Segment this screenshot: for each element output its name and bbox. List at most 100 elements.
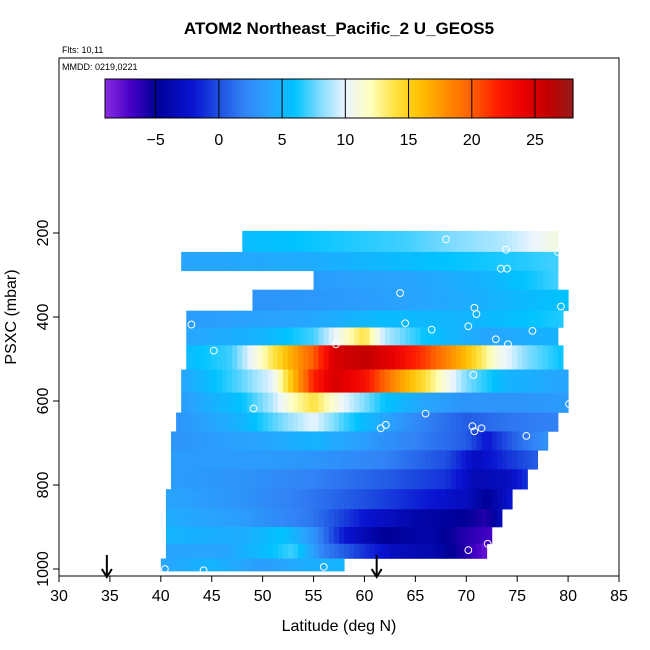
colorbar-cell [412,79,416,118]
heatmap-cell [308,450,315,470]
colorbar-cell [172,79,176,118]
heatmap-cell [507,392,513,413]
heatmap-cell [313,310,320,328]
heatmap-cell [522,450,528,470]
heatmap-cell [227,392,233,413]
heatmap-cell [298,369,304,393]
heatmap-cell [369,230,376,253]
colorbar-cell [546,79,551,118]
heatmap-cell [384,251,391,272]
heatmap-cell [267,543,274,559]
heatmap-cell [237,327,243,346]
heatmap-cell [359,450,365,470]
heatmap-cell [221,543,228,559]
heatmap-cell [181,509,187,528]
colorbar-cell [233,79,238,118]
heatmap-cell [247,543,253,559]
heatmap-cell [501,345,508,370]
heatmap-cell [206,392,213,413]
heatmap-cell [359,345,365,370]
heatmap-cell [425,543,432,559]
heatmap-cell [440,310,447,328]
heatmap-cell [461,310,467,328]
heatmap-cell [547,369,554,393]
heatmap-cell [420,392,427,413]
x-tick-label: 60 [356,588,374,605]
heatmap-cell [211,431,218,451]
heatmap-cell [211,412,218,432]
heatmap-cell [395,543,401,559]
heatmap-cell [517,289,523,311]
heatmap-cell [333,289,340,311]
heatmap-cell [232,558,238,572]
heatmap-cell [354,251,360,272]
heatmap-cell [288,230,294,253]
colorbar-cell [283,79,287,118]
heatmap-cell [201,431,208,451]
heatmap-cell [211,450,218,470]
heatmap-cell [476,392,483,413]
heatmap-cell [547,289,554,311]
heatmap-cell [451,392,457,413]
heatmap-cell [191,392,197,413]
heatmap-cell [486,310,493,328]
heatmap-cell [232,450,238,470]
heatmap-cell [435,543,442,559]
heatmap-cell [206,412,213,432]
heatmap-cell [354,270,360,290]
heatmap-cell [211,527,218,545]
heatmap-cell [532,251,539,272]
heatmap-cell [247,345,253,370]
heatmap-cell [395,469,401,490]
heatmap-cell [395,431,401,451]
heatmap-cell [369,431,376,451]
colorbar-cell [543,79,548,118]
heatmap-cell [196,310,203,328]
colorbar-cell [113,79,118,118]
colorbar-cell [558,79,562,118]
heatmap-cell [405,527,411,545]
heatmap-cell [466,392,472,413]
heatmap-cell [283,431,289,451]
heatmap-cell [532,369,539,393]
heatmap-cell [242,327,248,346]
heatmap-cell [201,310,208,328]
heatmap-cell [221,450,228,470]
heatmap-cell [354,543,360,559]
heatmap-cell [323,369,330,393]
heatmap-cell [395,392,401,413]
heatmap-cell [435,469,442,490]
colorbar-cell [450,79,454,118]
heatmap-cell [420,327,427,346]
heatmap-cell [272,230,279,253]
heatmap-cell [369,251,376,272]
heatmap-cell [456,469,462,490]
colorbar-cell [274,79,279,118]
heatmap-cell [349,251,355,272]
colorbar-cell [254,79,258,118]
heatmap-cell [181,558,187,572]
heatmap-cell [379,469,386,490]
heatmap-cell [283,230,289,253]
heatmap-cell [374,270,381,290]
colorbar-cell [365,79,369,118]
heatmap-cell [252,450,259,470]
heatmap-cell [405,327,411,346]
heatmap-cell [557,345,564,370]
heatmap-cell [272,450,279,470]
y-tick-label: 600 [35,388,52,415]
heatmap-cell [435,527,442,545]
heatmap-cell [369,289,376,311]
heatmap-cell [277,489,284,510]
heatmap-cell [445,392,452,413]
heatmap-cell [247,450,253,470]
heatmap-cell [527,251,533,272]
heatmap-cell [201,469,208,490]
heatmap-cell [323,543,330,559]
heatmap-cell [522,431,528,451]
colorbar-cell [163,79,168,118]
heatmap-cell [415,509,421,528]
heatmap-cell [216,543,223,559]
heatmap-cell [476,543,483,559]
heatmap-cell [313,509,320,528]
